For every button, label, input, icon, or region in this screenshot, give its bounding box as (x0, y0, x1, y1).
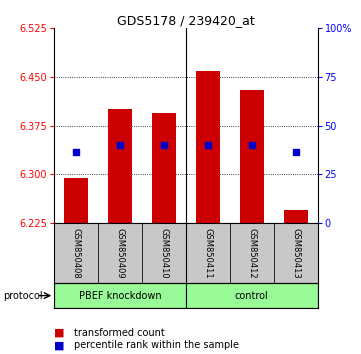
Text: percentile rank within the sample: percentile rank within the sample (74, 340, 239, 350)
Text: GSM850408: GSM850408 (71, 228, 81, 279)
Text: GSM850409: GSM850409 (116, 228, 125, 279)
Bar (284, 210, 308, 223)
Bar (186, 283, 318, 308)
Bar (186, 223, 230, 283)
Bar (54, 283, 186, 308)
Text: protocol: protocol (4, 291, 43, 301)
Bar (230, 223, 274, 283)
Text: GSM850411: GSM850411 (203, 228, 212, 279)
Bar (142, 223, 186, 283)
Bar (54, 223, 98, 283)
Bar (274, 223, 318, 283)
Text: transformed count: transformed count (74, 328, 165, 338)
Text: GSM850413: GSM850413 (291, 228, 300, 279)
Bar (240, 90, 264, 223)
Text: control: control (235, 291, 269, 301)
Text: ■: ■ (54, 340, 65, 350)
Bar (98, 223, 142, 283)
Bar (108, 109, 132, 223)
Bar (152, 113, 176, 223)
Text: GSM850412: GSM850412 (247, 228, 256, 279)
Bar (64, 178, 88, 223)
Text: PBEF knockdown: PBEF knockdown (79, 291, 161, 301)
Title: GDS5178 / 239420_at: GDS5178 / 239420_at (117, 14, 255, 27)
Text: GSM850410: GSM850410 (160, 228, 169, 279)
Bar (196, 70, 220, 223)
Text: ■: ■ (54, 328, 65, 338)
